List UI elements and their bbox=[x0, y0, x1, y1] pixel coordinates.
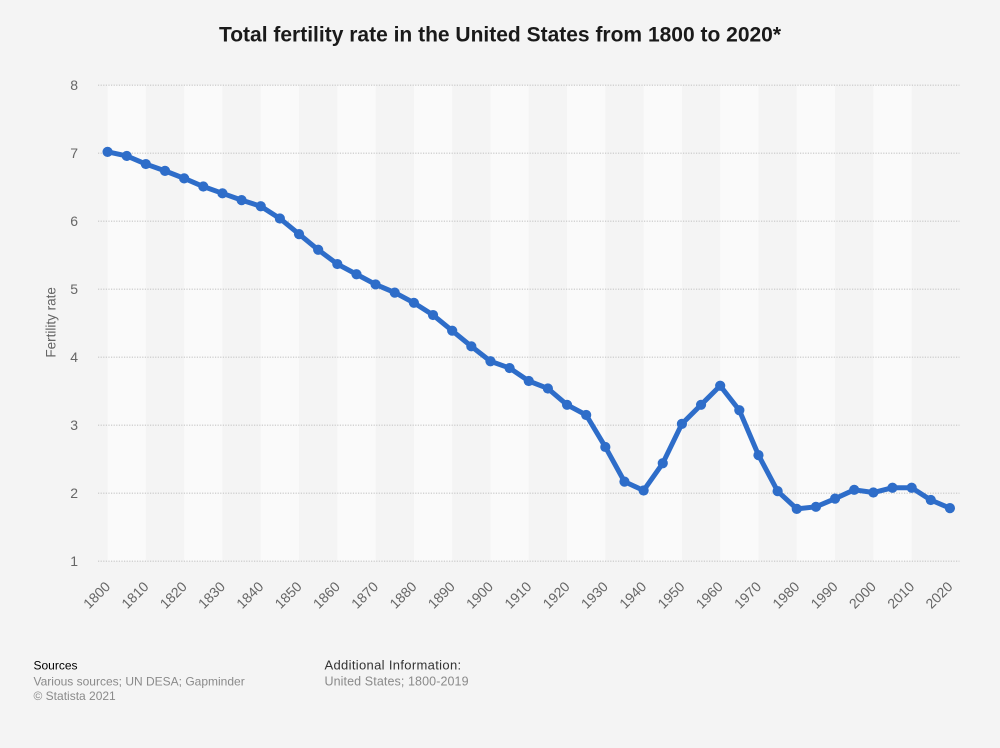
svg-text:© Statista 2021: © Statista 2021 bbox=[34, 689, 117, 703]
svg-text:Fertility rate: Fertility rate bbox=[44, 287, 59, 358]
svg-text:1: 1 bbox=[70, 553, 78, 569]
svg-text:Total fertility rate in the Un: Total fertility rate in the United State… bbox=[219, 23, 782, 46]
svg-text:Additional Information:: Additional Information: bbox=[325, 658, 462, 673]
svg-text:4: 4 bbox=[70, 349, 78, 365]
svg-text:6: 6 bbox=[70, 213, 78, 229]
svg-text:7: 7 bbox=[70, 145, 78, 161]
svg-text:3: 3 bbox=[70, 417, 78, 433]
svg-text:2: 2 bbox=[70, 485, 78, 501]
svg-text:5: 5 bbox=[70, 281, 78, 297]
svg-text:Various sources; UN DESA; Gapm: Various sources; UN DESA; Gapminder bbox=[34, 674, 245, 688]
svg-text:8: 8 bbox=[70, 77, 78, 93]
svg-text:United States; 1800-2019: United States; 1800-2019 bbox=[325, 675, 469, 689]
svg-text:Sources: Sources bbox=[34, 659, 78, 673]
